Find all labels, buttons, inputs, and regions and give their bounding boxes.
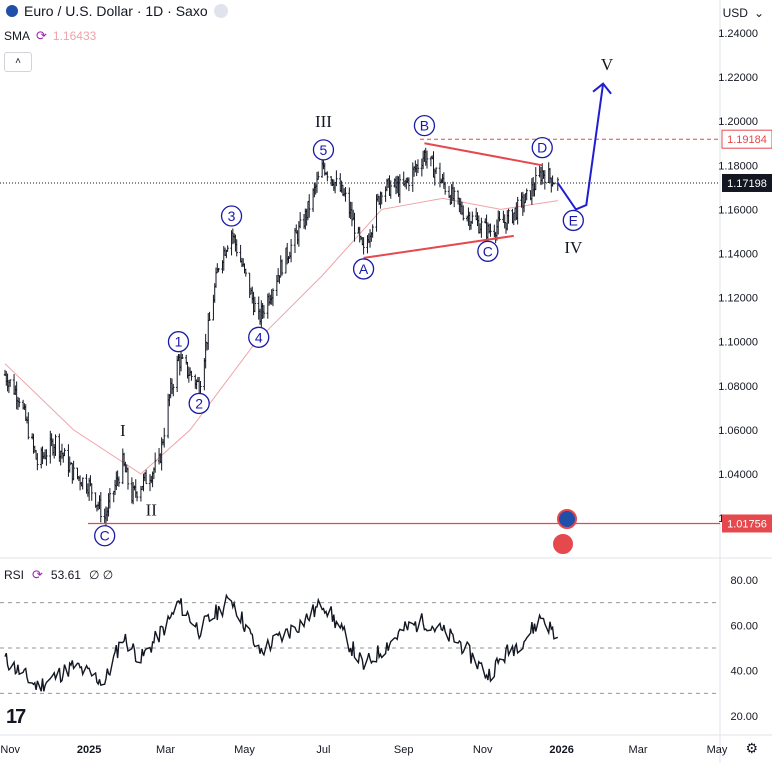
projection-arrowhead (592, 82, 612, 95)
current-price-box (722, 173, 772, 192)
wave-label: 3 (228, 208, 236, 224)
x-tick-label: May (234, 744, 255, 756)
wave-label: 2 (195, 395, 203, 411)
wave-label: B (420, 118, 429, 134)
support-price-box (722, 514, 772, 533)
x-tick-label: Nov (0, 744, 20, 756)
wave-label-circle (562, 209, 584, 232)
current-price-text: 1.17198 (727, 178, 767, 190)
rsi-y-tick: 60.00 (730, 620, 758, 632)
y-tick-label: 1.20000 (718, 116, 758, 128)
chart-header: Euro / U.S. Dollar · 1D · Saxo (6, 3, 228, 19)
triangle-trendline (363, 234, 514, 259)
x-tick-label: Nov (473, 744, 493, 756)
x-tick-label: Sep (394, 744, 414, 756)
rsi-value: 53.61 (50, 568, 81, 582)
x-tick-label: 2025 (77, 744, 101, 756)
y-tick-label: 1.06000 (718, 425, 758, 437)
sma-legend[interactable]: SMA ⟳ 1.16433 (4, 28, 96, 44)
sma-label: SMA (4, 29, 31, 43)
market-status-icon (213, 4, 228, 18)
wave-label: 1 (175, 334, 183, 350)
wave-label: E (569, 212, 578, 228)
wave-label: C (100, 528, 110, 544)
rsi-settings-icon[interactable]: ⟳ (32, 567, 43, 582)
euro-flag-icon (6, 5, 18, 17)
price-label-box (721, 129, 772, 149)
wave-degree-label: I (120, 421, 126, 440)
wave-degree-label: V (601, 55, 614, 74)
wave-label: D (537, 140, 547, 156)
gear-icon[interactable]: ⚙ (745, 740, 758, 756)
wave-label: C (483, 243, 493, 259)
wave-degree-label: II (146, 500, 158, 519)
triangle-trendline (424, 142, 543, 167)
rsi-label: RSI (4, 568, 25, 582)
indicator-settings-icon[interactable]: ⟳ (36, 28, 47, 43)
x-tick-label: May (707, 744, 728, 756)
currency-label: USD (722, 6, 748, 20)
y-tick-label: 1.14000 (718, 249, 758, 261)
price-label-text: 1.19184 (727, 134, 767, 146)
wave-label-circle (167, 331, 190, 353)
wave-label: 4 (255, 329, 263, 345)
wave-label: 5 (320, 142, 328, 158)
projection-path (556, 83, 605, 211)
support-price-text: 1.01756 (727, 518, 767, 530)
wave-label-circle (312, 139, 335, 161)
wave-degree-label: IV (564, 238, 583, 257)
y-tick-label: 1.18000 (718, 160, 758, 172)
wave-label-circle (94, 525, 116, 547)
y-tick-label: 1.10000 (718, 337, 758, 349)
wave-label-circle (413, 114, 436, 137)
rsi-y-tick: 40.00 (730, 666, 758, 678)
sma-value: 1.16433 (52, 29, 97, 43)
sma-line (4, 197, 558, 475)
chevron-down-icon: ⌄ (753, 6, 764, 20)
rsi-line (4, 593, 559, 692)
wave-label-circle (248, 326, 270, 348)
wave-label: A (359, 261, 369, 277)
wave-label-circle (188, 392, 210, 415)
rsi-y-tick: 20.00 (730, 711, 758, 723)
wave-label-circle (220, 205, 243, 227)
wave-label-circle (531, 137, 553, 159)
symbol-title[interactable]: Euro / U.S. Dollar · 1D · Saxo (24, 3, 208, 19)
us-event-icon (553, 534, 573, 554)
y-tick-label: 1.04000 (718, 469, 758, 481)
y-tick-label: 1.22000 (718, 72, 758, 84)
eu-event-icon (557, 509, 577, 529)
tradingview-logo: 17 (6, 706, 26, 728)
rsi-extra-values: ∅ ∅ (88, 568, 114, 582)
y-tick-label: 1.08000 (718, 381, 758, 393)
y-tick-label: 1.16000 (718, 204, 758, 216)
x-tick-label: 2026 (549, 744, 573, 756)
x-tick-label: Mar (629, 744, 648, 756)
y-tick-label: 1.24000 (718, 28, 758, 40)
x-tick-label: Mar (156, 744, 175, 756)
rsi-y-tick: 80.00 (730, 575, 758, 587)
rsi-legend[interactable]: RSI ⟳ 53.61 ∅ ∅ (4, 567, 113, 583)
currency-selector[interactable]: USD ⌄ (723, 6, 764, 20)
y-tick-label: 1.12000 (718, 293, 758, 305)
collapse-legend-button[interactable]: ˄ (4, 52, 32, 72)
wave-label-circle (352, 258, 375, 280)
x-tick-label: Jul (316, 744, 330, 756)
wave-label-circle (477, 240, 499, 262)
wave-degree-label: III (315, 112, 332, 131)
